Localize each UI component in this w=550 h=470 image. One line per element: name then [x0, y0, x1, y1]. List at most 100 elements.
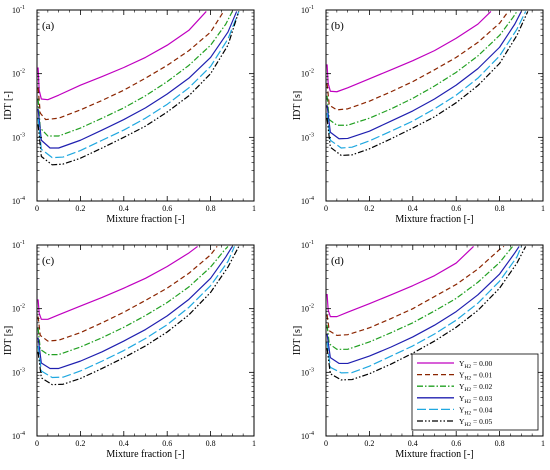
- y-tick-label: 10-3: [301, 132, 314, 142]
- series-line-yh2-0-04: [37, 11, 240, 159]
- legend-label: YH2 = 0.02: [459, 382, 493, 393]
- y-axis-title: IDT [-]: [3, 91, 14, 120]
- y-tick-label: 10-2: [12, 69, 25, 79]
- x-tick-label: 0.8: [206, 439, 216, 448]
- x-tick-label: 0: [324, 204, 328, 213]
- legend-value: = 0.03: [471, 394, 492, 403]
- series-line-yh2-0-04: [326, 11, 527, 149]
- series-line-yh2-0-01: [37, 246, 218, 342]
- y-axis-title: IDT [s]: [292, 91, 303, 121]
- chart-panel-2: 0 0.2 0.4 0.6 0.8 1 10-1 10-2 10-3 10-4 Mixture fr…: [292, 5, 545, 225]
- x-tick-label: 0.6: [451, 204, 461, 213]
- series-line-yh2-0-02: [326, 246, 514, 350]
- panel-label: (b): [331, 20, 344, 32]
- y-tick-exponent: -2: [309, 69, 314, 75]
- x-tick-label: 1: [541, 204, 545, 213]
- legend-entry: YH2 = 0.00: [417, 359, 493, 370]
- x-tick-label: 0.6: [162, 439, 172, 448]
- y-axis-title: IDT [s]: [3, 326, 14, 356]
- x-tick-label: 0: [35, 204, 39, 213]
- x-tick-label: 0.2: [75, 439, 85, 448]
- series-line-yh2-0-05: [37, 246, 240, 386]
- x-tick-label: 0.4: [119, 439, 129, 448]
- series-line-yh2-0-05: [37, 11, 240, 166]
- x-tick-label: 0.2: [364, 204, 374, 213]
- x-axis-title: Mixture fraction [-]: [106, 214, 184, 225]
- x-axis-title: Mixture fraction [-]: [106, 449, 184, 460]
- series-line-yh2-0-04: [37, 246, 236, 379]
- series-line-yh2-0-00: [326, 10, 492, 93]
- x-tick-label: 0.6: [451, 439, 461, 448]
- series-line-yh2-0-05: [326, 11, 529, 157]
- y-tick-label: 10-1: [301, 5, 314, 15]
- x-tick-label: 1: [252, 204, 256, 213]
- series-group: [37, 245, 240, 386]
- y-tick-exponent: -4: [20, 431, 25, 437]
- legend-label: YH2 = 0.01: [459, 371, 493, 382]
- y-tick-label: 10-2: [301, 69, 314, 79]
- x-tick-label: 0.8: [495, 439, 505, 448]
- legend-label: YH2 = 0.04: [459, 405, 493, 416]
- panel-label: (d): [331, 255, 344, 267]
- chart-panel-4: 0 0.2 0.4 0.6 0.8 1 10-1 10-2 10-3 10-4 Mixture fr…: [292, 240, 545, 460]
- legend-subscript: H2: [464, 399, 471, 405]
- y-tick-exponent: -3: [309, 132, 314, 138]
- x-tick-label: 0.2: [364, 439, 374, 448]
- legend-subscript: H2: [464, 387, 471, 393]
- series-line-yh2-0-01: [326, 11, 509, 111]
- x-tick-label: 0.4: [408, 439, 418, 448]
- x-tick-label: 0.8: [206, 204, 216, 213]
- legend-value: = 0.04: [471, 405, 492, 414]
- panel-label: (a): [42, 20, 55, 32]
- legend-entry: YH2 = 0.02: [417, 382, 493, 393]
- series-line-yh2-0-02: [326, 11, 518, 126]
- legend-entry: YH2 = 0.05: [417, 417, 493, 428]
- series-line-yh2-0-03: [326, 11, 522, 140]
- legend-subscript: H2: [464, 376, 471, 382]
- chart-panel-3: 0 0.2 0.4 0.6 0.8 1 10-1 10-2 10-3 10-4 Mixture fr…: [3, 240, 256, 460]
- y-tick-exponent: -4: [309, 431, 314, 437]
- y-tick-exponent: -3: [20, 367, 25, 373]
- y-tick-label: 10-3: [12, 132, 25, 142]
- series-line-yh2-0-04: [326, 246, 522, 374]
- y-tick-label: 10-4: [301, 196, 314, 206]
- series-group: [326, 245, 527, 381]
- y-tick-exponent: -3: [309, 367, 314, 373]
- y-tick-label: 10-4: [12, 431, 25, 441]
- y-tick-exponent: -4: [20, 196, 25, 202]
- legend-subscript: H2: [464, 422, 471, 428]
- x-tick-label: 0.6: [162, 204, 172, 213]
- x-tick-label: 0.2: [75, 204, 85, 213]
- legend-label: YH2 = 0.00: [459, 359, 493, 370]
- y-tick-label: 10-3: [301, 367, 314, 377]
- y-tick-exponent: -1: [20, 5, 25, 11]
- y-tick-exponent: -2: [20, 304, 25, 310]
- series-line-yh2-0-01: [326, 245, 505, 337]
- series-line-yh2-0-03: [37, 246, 233, 370]
- series-line-yh2-0-02: [37, 11, 233, 137]
- series-group: [37, 11, 240, 166]
- legend-subscript: H2: [464, 410, 471, 416]
- x-tick-label: 0: [35, 439, 39, 448]
- x-tick-label: 0.8: [495, 204, 505, 213]
- y-tick-label: 10-4: [301, 431, 314, 441]
- x-tick-label: 1: [541, 439, 545, 448]
- y-tick-label: 10-4: [12, 196, 25, 206]
- y-tick-label: 10-1: [12, 5, 25, 15]
- x-axis-title: Mixture fraction [-]: [395, 214, 473, 225]
- legend-entry: YH2 = 0.04: [417, 405, 493, 416]
- chart-panel-1: 0 0.2 0.4 0.6 0.8 1 10-1 10-2 10-3 10-4 Mixture fr…: [3, 5, 256, 225]
- x-tick-label: 0.4: [119, 204, 129, 213]
- x-tick-label: 0.4: [408, 204, 418, 213]
- y-tick-label: 10-1: [301, 240, 314, 250]
- legend-box: [411, 353, 539, 431]
- y-tick-exponent: -3: [20, 132, 25, 138]
- x-tick-label: 0: [324, 439, 328, 448]
- y-tick-label: 10-3: [12, 367, 25, 377]
- series-line-yh2-0-05: [326, 246, 527, 381]
- legend-entry: YH2 = 0.01: [417, 371, 493, 382]
- series-line-yh2-0-03: [37, 11, 238, 149]
- legend-label: YH2 = 0.05: [459, 417, 493, 428]
- x-tick-label: 1: [252, 439, 256, 448]
- y-tick-label: 10-2: [12, 304, 25, 314]
